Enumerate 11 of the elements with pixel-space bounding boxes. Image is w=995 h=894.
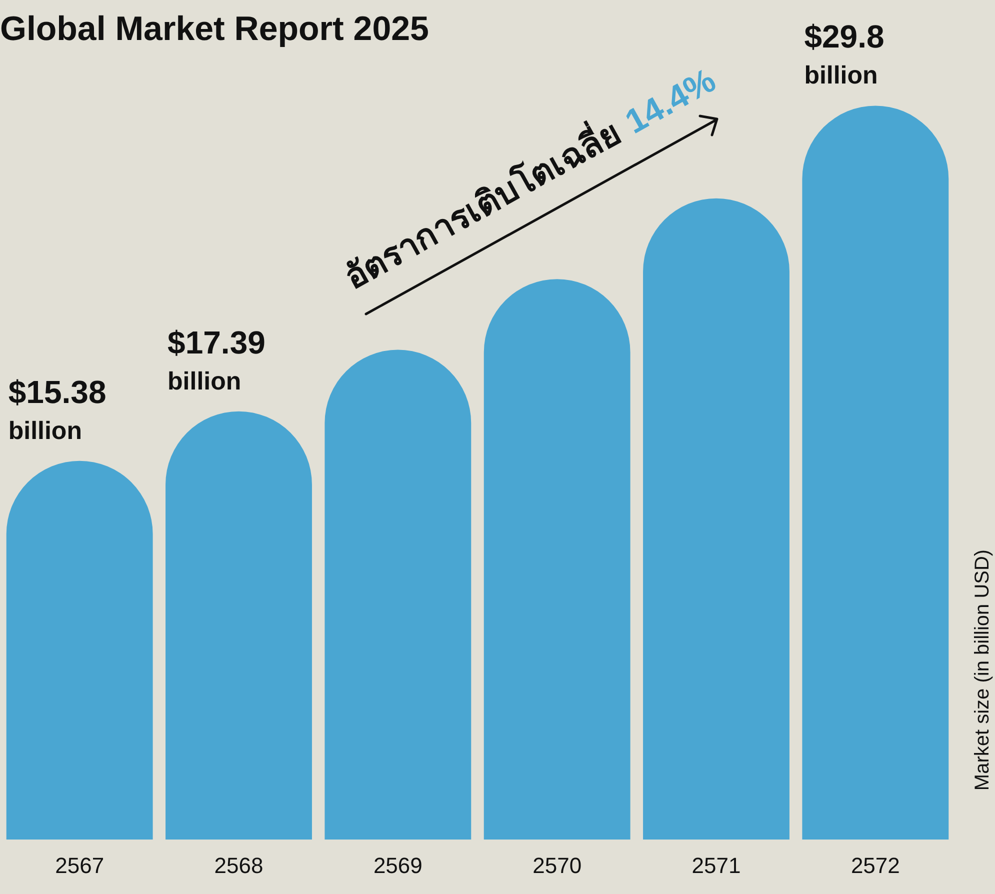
x-tick-label: 2570 bbox=[532, 852, 582, 878]
data-label: $15.38 billion bbox=[8, 374, 106, 445]
data-label: $17.39 billion bbox=[168, 324, 266, 396]
x-tick-label: 2572 bbox=[850, 852, 900, 878]
chart-title: Global Market Report 2025 bbox=[0, 10, 429, 48]
x-tick-label: 2571 bbox=[692, 852, 741, 878]
x-tick-label: 2569 bbox=[373, 852, 422, 878]
y-axis-title: Market size (in billion USD) bbox=[972, 549, 994, 791]
x-tick-label: 2568 bbox=[214, 852, 264, 878]
data-label: $29.8 billion bbox=[804, 18, 884, 90]
x-tick-label: 2567 bbox=[55, 852, 104, 878]
